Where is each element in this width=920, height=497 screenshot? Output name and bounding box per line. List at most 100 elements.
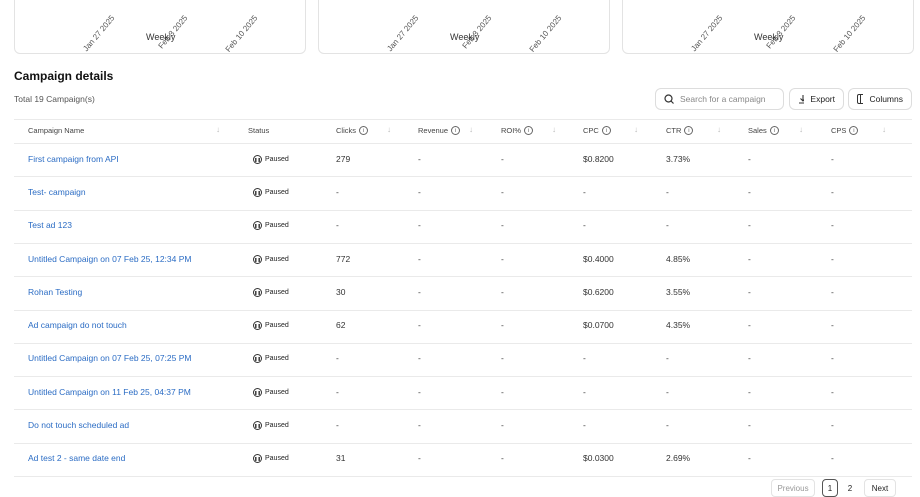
table-cell: - [831, 453, 834, 464]
table-cell: $0.6200 [583, 286, 614, 297]
status-badge: ❚❚ Paused [253, 287, 289, 297]
header-label: Campaign Name [28, 126, 85, 135]
row-divider [14, 176, 912, 178]
table-cell: - [831, 386, 834, 397]
table-cell: - [748, 253, 751, 264]
table-cell: - [501, 420, 504, 431]
table-cell: - [418, 220, 421, 231]
table-cell: - [831, 220, 834, 231]
export-button[interactable]: Export [789, 88, 844, 110]
table-cell: - [418, 286, 421, 297]
table-cell: 4.35% [666, 320, 691, 331]
table-cell: - [418, 320, 421, 331]
table-cell: 279 [336, 153, 351, 164]
header-label: Clicks [336, 126, 356, 135]
pause-icon: ❚❚ [253, 354, 262, 364]
table-cell: - [501, 286, 504, 297]
sort-icon[interactable]: ↓ [387, 125, 391, 134]
table-cell: - [336, 186, 339, 197]
page-button[interactable]: 2 [847, 483, 853, 493]
table-cell: - [831, 153, 834, 164]
table-cell: - [583, 420, 586, 431]
campaign-link[interactable]: Untitled Campaign on 07 Feb 25, 07:25 PM [28, 353, 192, 364]
table-cell: $0.8200 [583, 153, 614, 164]
table-cell: 30 [336, 286, 346, 297]
table-cell: - [501, 253, 504, 264]
table-cell: - [336, 420, 339, 431]
row-divider [14, 276, 912, 278]
table-cell: - [666, 220, 669, 231]
info-icon: i [849, 126, 859, 135]
table-cell: - [666, 420, 669, 431]
search-placeholder: Search for a campaign [680, 94, 766, 104]
header-label: CTR [666, 126, 682, 135]
sort-icon[interactable]: ↓ [469, 125, 473, 134]
chart-card [318, 0, 610, 54]
table-cell: - [418, 386, 421, 397]
table-cell: - [418, 453, 421, 464]
table-cell: 3.55% [666, 286, 691, 297]
table-cell: - [666, 186, 669, 197]
status-badge: ❚❚ Paused [253, 421, 289, 431]
table-cell: - [501, 320, 504, 331]
pause-icon: ❚❚ [253, 221, 262, 231]
table-cell: - [666, 386, 669, 397]
status-text: Paused [265, 222, 289, 230]
column-header: ROI% i [501, 126, 534, 135]
pause-icon: ❚❚ [253, 187, 262, 197]
section-title: Campaign details [14, 69, 114, 83]
campaign-link[interactable]: Test- campaign [28, 186, 86, 197]
table-cell: - [748, 153, 751, 164]
info-icon: i [769, 126, 779, 135]
next-button[interactable]: Next [864, 479, 896, 497]
status-badge: ❚❚ Paused [253, 254, 289, 264]
sort-icon[interactable]: ↓ [799, 125, 803, 134]
pause-icon: ❚❚ [253, 387, 262, 397]
campaign-link[interactable]: Ad test 2 - same date end [28, 453, 126, 464]
row-divider [14, 409, 912, 411]
previous-button[interactable]: Previous [771, 479, 815, 497]
total-count: Total 19 Campaign(s) [14, 94, 95, 104]
status-text: Paused [265, 155, 289, 163]
page-button[interactable]: 1 [822, 479, 838, 497]
sort-icon[interactable]: ↓ [552, 125, 556, 134]
sort-icon[interactable]: ↓ [216, 125, 220, 134]
search-box[interactable]: Search for a campaign [655, 88, 784, 110]
table-cell: - [831, 186, 834, 197]
table-cell: - [831, 320, 834, 331]
table-cell: 4.85% [666, 253, 691, 264]
sort-icon[interactable]: ↓ [717, 125, 721, 134]
table-cell: - [501, 353, 504, 364]
table-cell: - [748, 386, 751, 397]
table-cell: - [501, 186, 504, 197]
table-cell: - [418, 420, 421, 431]
campaign-link[interactable]: Untitled Campaign on 11 Feb 25, 04:37 PM [28, 386, 191, 397]
campaign-link[interactable]: Do not touch scheduled ad [28, 420, 130, 431]
column-header: Revenue i [418, 126, 461, 135]
table-border [14, 119, 912, 120]
table-cell: 62 [336, 320, 346, 331]
campaign-link[interactable]: Test ad 123 [28, 220, 72, 231]
header-label: Status [248, 126, 270, 135]
campaign-link[interactable]: Rohan Testing [28, 286, 83, 297]
status-text: Paused [265, 388, 289, 396]
table-cell: - [748, 420, 751, 431]
status-text: Paused [265, 255, 289, 263]
table-cell: - [418, 186, 421, 197]
campaign-link[interactable]: First campaign from API [28, 153, 119, 164]
campaign-link[interactable]: Untitled Campaign on 07 Feb 25, 12:34 PM [28, 253, 192, 264]
status-badge: ❚❚ Paused [253, 387, 289, 397]
table-cell: - [583, 386, 586, 397]
column-header: CPS i [831, 126, 859, 135]
campaign-link[interactable]: Ad campaign do not touch [28, 320, 127, 331]
sort-icon[interactable]: ↓ [882, 125, 886, 134]
sort-icon[interactable]: ↓ [634, 125, 638, 134]
period-label: Weekly [450, 32, 480, 42]
status-badge: ❚❚ Paused [253, 354, 289, 364]
table-cell: - [666, 353, 669, 364]
chart-card [622, 0, 914, 54]
columns-button[interactable]: Columns [848, 88, 912, 110]
table-cell: 2.69% [666, 453, 691, 464]
table-cell: - [748, 286, 751, 297]
